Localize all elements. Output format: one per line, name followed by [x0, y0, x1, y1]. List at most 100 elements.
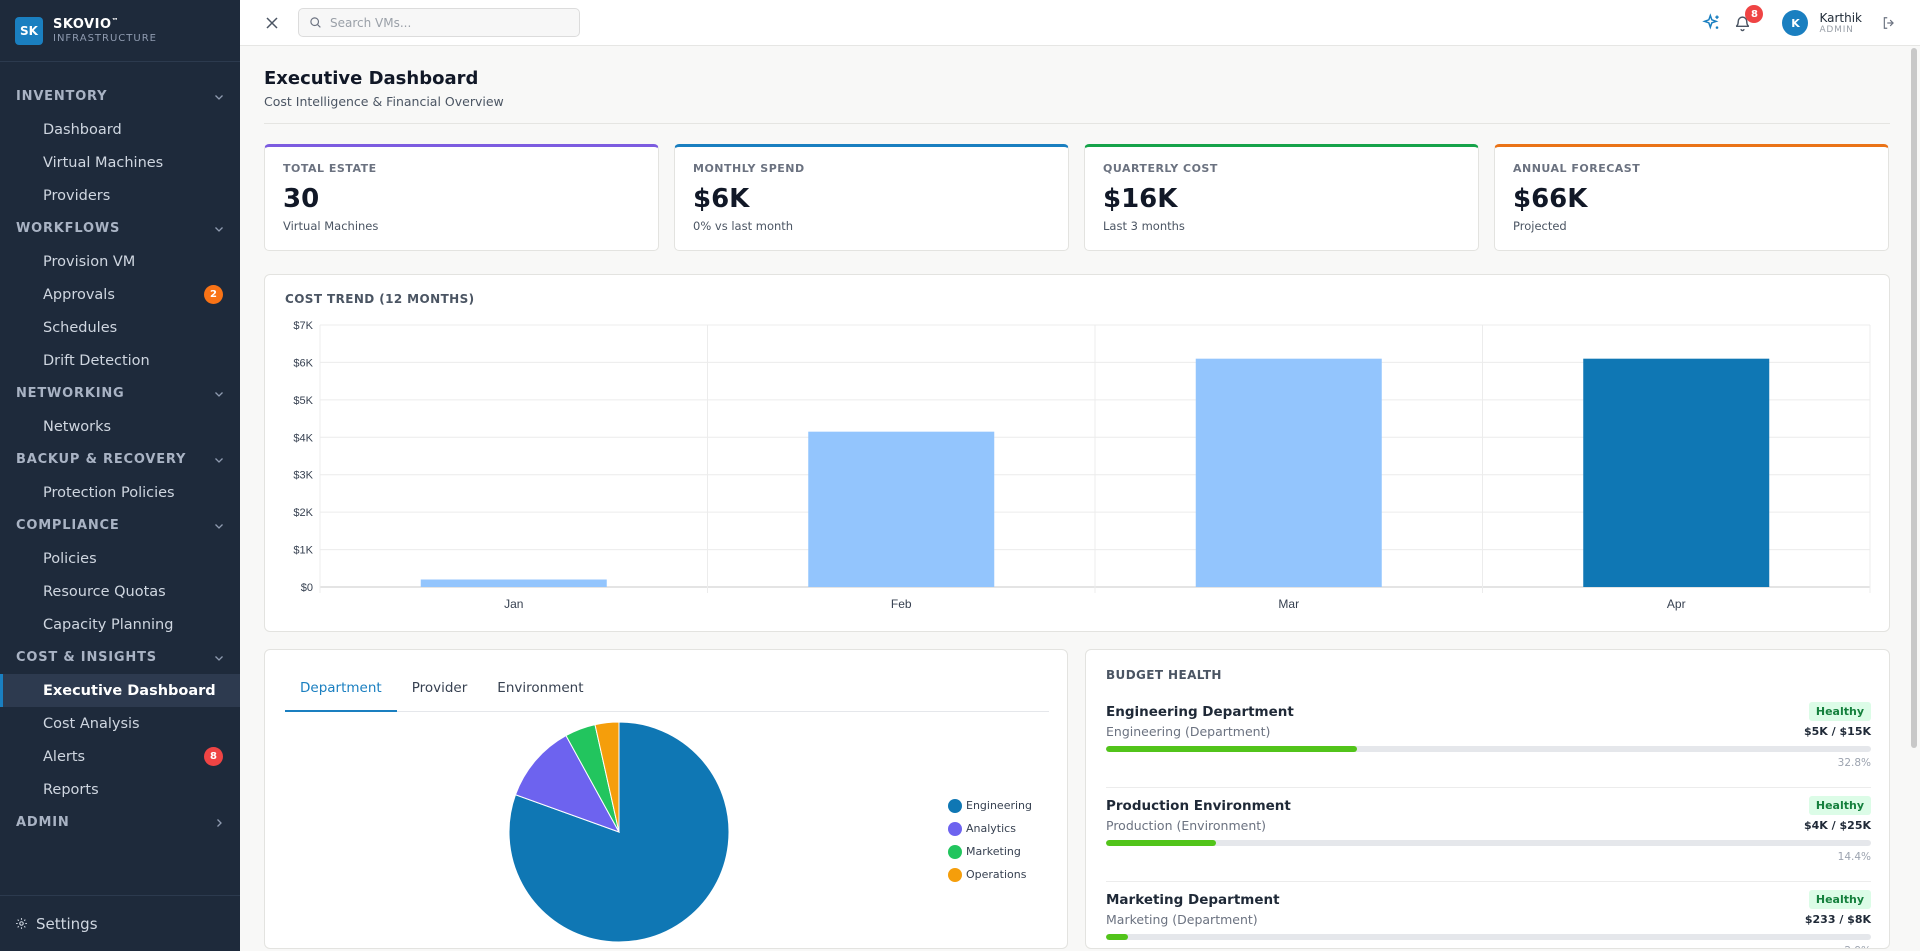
section-compliance[interactable]: COMPLIANCE — [0, 509, 240, 542]
budget-progress-fill — [1106, 840, 1217, 846]
budget-amount: $4K / $25K — [1804, 819, 1871, 832]
brand[interactable]: SK SKOVIO™ INFRASTRUCTURE — [0, 0, 240, 62]
legend-item-analytics[interactable]: Analytics — [948, 817, 1032, 840]
search-input[interactable] — [330, 15, 570, 30]
budget-scope: Marketing (Department) — [1106, 912, 1258, 927]
legend-item-operations[interactable]: Operations — [948, 863, 1032, 886]
section-admin[interactable]: ADMIN — [0, 806, 240, 839]
legend-item-engineering[interactable]: Engineering — [948, 794, 1032, 817]
sidebar-item-capacity-planning[interactable]: Capacity Planning — [0, 608, 240, 641]
scrollbar-thumb[interactable] — [1911, 48, 1917, 748]
budget-item-engineering-department[interactable]: Engineering Department Healthy Engineering… — [1106, 694, 1871, 788]
brand-subtitle: INFRASTRUCTURE — [53, 33, 157, 44]
cost-trend-card: COST TREND (12 MONTHS) $0 $1K $2K $3K $4K $5K… — [264, 274, 1890, 632]
y-tick-label: $0 — [301, 582, 313, 594]
y-tick-label: $2K — [293, 507, 313, 519]
sidebar-item-executive-dashboard[interactable]: Executive Dashboard — [0, 674, 240, 707]
legend-item-marketing[interactable]: Marketing — [948, 840, 1032, 863]
sidebar-item-virtual-machines[interactable]: Virtual Machines — [0, 146, 240, 179]
notifications-button[interactable]: 8 — [1730, 5, 1764, 35]
brand-name: SKOVIO™ — [53, 17, 157, 32]
sidebar-item-label: Providers — [43, 187, 111, 204]
bar-feb[interactable] — [808, 431, 995, 587]
budget-name: Engineering Department — [1106, 703, 1294, 720]
sidebar-item-provision-vm[interactable]: Provision VM — [0, 245, 240, 278]
sidebar-item-schedules[interactable]: Schedules — [0, 311, 240, 344]
breakdown-tabs: Department Provider Environment — [285, 670, 1049, 712]
logout-button[interactable] — [1882, 15, 1898, 31]
cost-trend-chart: $0 $1K $2K $3K $4K $5K $6K $7K Jan Feb Mar Apr — [293, 320, 1871, 611]
search-icon — [310, 17, 321, 28]
sidebar-item-resource-quotas[interactable]: Resource Quotas — [0, 575, 240, 608]
topbar-actions: 8 K Karthik ADMIN — [1700, 0, 1920, 46]
kpi-value: 30 — [283, 184, 320, 214]
sidebar-item-dashboard[interactable]: Dashboard — [0, 113, 240, 146]
pie-slice-analytics[interactable] — [514, 734, 621, 833]
sidebar-item-approvals[interactable]: Approvals 2 — [0, 278, 240, 311]
budget-progress-track — [1106, 746, 1871, 752]
section-cost-and-insights[interactable]: COST & INSIGHTS — [0, 641, 240, 674]
avatar[interactable]: K — [1782, 10, 1809, 36]
topbar: 8 K Karthik ADMIN — [240, 0, 1920, 46]
status-badge: Healthy — [1808, 890, 1871, 909]
sidebar-item-providers[interactable]: Providers — [0, 179, 240, 212]
sidebar-item-cost-analysis[interactable]: Cost Analysis — [0, 707, 240, 740]
pie-slice-operations[interactable] — [594, 721, 620, 833]
legend-label: Engineering — [966, 799, 1032, 812]
kpi-label: MONTHLY SPEND — [693, 162, 805, 175]
cost-trend-title: COST TREND (12 MONTHS) — [285, 292, 475, 306]
kpi-card-quarterly-cost: QUARTERLY COST $16K Last 3 months — [1084, 144, 1479, 251]
budget-name: Marketing Department — [1106, 891, 1280, 908]
sidebar: SK SKOVIO™ INFRASTRUCTURE INVENTORY Dashb… — [0, 0, 240, 951]
x-tick-label: Apr — [1667, 597, 1686, 611]
sidebar-item-alerts[interactable]: Alerts 8 — [0, 740, 240, 773]
tab-provider[interactable]: Provider — [411, 680, 468, 696]
budget-progress-track — [1106, 934, 1871, 940]
section-label: INVENTORY — [16, 89, 108, 104]
settings-link[interactable]: Settings — [0, 895, 240, 951]
kpi-card-annual-forecast: ANNUAL FORECAST $66K Projected — [1494, 144, 1889, 251]
tab-department[interactable]: Department — [285, 670, 397, 712]
section-backup-and-recovery[interactable]: BACKUP & RECOVERY — [0, 443, 240, 476]
user-menu[interactable]: Karthik ADMIN — [1819, 11, 1862, 35]
sidebar-item-policies[interactable]: Policies — [0, 542, 240, 575]
sidebar-item-protection-policies[interactable]: Protection Policies — [0, 476, 240, 509]
settings-label: Settings — [36, 914, 98, 933]
legend-label: Marketing — [966, 845, 1021, 858]
budget-progress-fill — [1106, 934, 1129, 940]
bar-mar[interactable] — [1195, 358, 1382, 587]
section-networking[interactable]: NETWORKING — [0, 377, 240, 410]
gear-icon — [16, 918, 27, 929]
section-workflows[interactable]: WORKFLOWS — [0, 212, 240, 245]
sidebar-item-reports[interactable]: Reports — [0, 773, 240, 806]
page-scrollbar[interactable] — [1910, 48, 1918, 938]
close-sidebar-button[interactable] — [262, 13, 282, 33]
kpi-card-total-estate: TOTAL ESTATE 30 Virtual Machines — [264, 144, 659, 251]
bar-apr[interactable] — [1583, 358, 1770, 587]
sidebar-item-label: Schedules — [43, 319, 118, 336]
bottom-row: Department Provider Environment Engineerin… — [264, 649, 1890, 949]
sidebar-item-label: Protection Policies — [43, 484, 175, 501]
search-box[interactable] — [298, 8, 580, 37]
brand-text: SKOVIO™ INFRASTRUCTURE — [53, 17, 157, 44]
bar-jan[interactable] — [420, 579, 607, 587]
budget-item-production-environment[interactable]: Production Environment Healthy Production … — [1106, 788, 1871, 882]
ai-assistant-button[interactable] — [1700, 11, 1724, 35]
budget-percent: 2.9% — [1106, 945, 1871, 948]
kpi-card-monthly-spend: MONTHLY SPEND $6K 0% vs last month — [674, 144, 1069, 251]
section-label: WORKFLOWS — [16, 221, 121, 236]
section-inventory[interactable]: INVENTORY — [0, 80, 240, 113]
kpi-subtext: Last 3 months — [1103, 219, 1185, 233]
bell-icon — [1735, 15, 1750, 31]
sparkle-icon — [1702, 13, 1720, 30]
sidebar-item-networks[interactable]: Networks — [0, 410, 240, 443]
tab-environment[interactable]: Environment — [497, 680, 584, 696]
sidebar-item-label: Reports — [43, 781, 99, 798]
y-tick-label: $4K — [293, 432, 313, 444]
legend-swatch — [948, 798, 962, 813]
y-tick-label: $3K — [293, 470, 313, 482]
sidebar-item-drift-detection[interactable]: Drift Detection — [0, 344, 240, 377]
cost-breakdown-pie — [508, 721, 730, 943]
budget-item-marketing-department[interactable]: Marketing Department Healthy Marketing (De… — [1106, 882, 1871, 948]
kpi-label: ANNUAL FORECAST — [1513, 162, 1641, 175]
